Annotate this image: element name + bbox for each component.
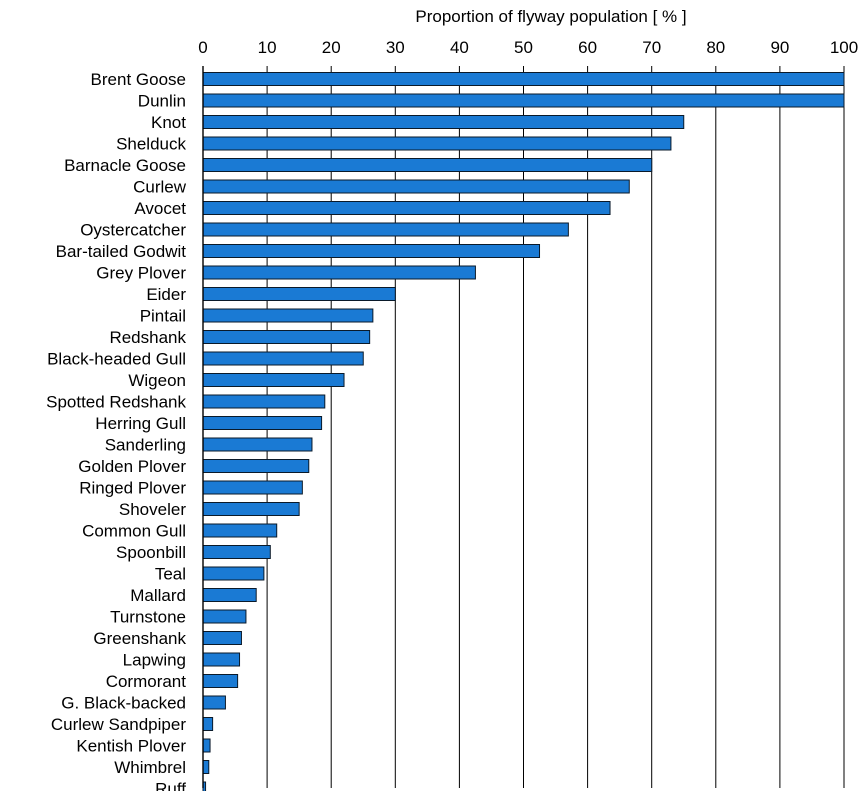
- category-label: Brent Goose: [91, 70, 186, 89]
- bar: [202, 72, 845, 86]
- bar: [202, 588, 257, 602]
- bar: [202, 330, 371, 344]
- category-label: Ruff: [155, 780, 186, 791]
- bar: [202, 695, 226, 710]
- bar: [202, 760, 210, 774]
- bar: [202, 502, 300, 516]
- x-tick-label: 60: [578, 38, 597, 57]
- bar: [202, 738, 211, 753]
- bar: [202, 545, 271, 559]
- category-label: Curlew Sandpiper: [51, 715, 186, 734]
- bar: [202, 115, 685, 129]
- x-tick-label: 20: [322, 38, 341, 57]
- x-tick-label: 0: [198, 38, 207, 57]
- category-label: Turnstone: [110, 608, 186, 627]
- bar: [202, 158, 653, 172]
- category-label: Shoveler: [119, 500, 186, 519]
- bar: [202, 566, 265, 581]
- x-tick-label: 30: [386, 38, 405, 57]
- bar: [202, 717, 214, 731]
- bar: [202, 480, 303, 495]
- bar: [202, 308, 374, 323]
- category-label: G. Black-backed: [61, 694, 186, 713]
- category-label: Wigeon: [128, 371, 186, 390]
- category-label: Redshank: [109, 328, 186, 347]
- category-label: Sanderling: [105, 436, 186, 455]
- category-label: Whimbrel: [114, 758, 186, 777]
- bar: [202, 265, 476, 280]
- category-label: Kentish Plover: [76, 737, 186, 756]
- x-tick-label: 100: [830, 38, 858, 57]
- category-label: Lapwing: [123, 651, 186, 670]
- category-label: Pintail: [140, 307, 186, 326]
- bars: [202, 72, 845, 791]
- bar: [202, 93, 845, 108]
- x-axis-ticks: 0 10 20 30 40 50 60 70 80 90 100: [198, 38, 858, 57]
- x-tick-label: 70: [642, 38, 661, 57]
- category-label: Mallard: [130, 586, 186, 605]
- category-label: Greenshank: [93, 629, 186, 648]
- category-label: Black-headed Gull: [47, 350, 186, 369]
- bar: [202, 416, 323, 430]
- x-tick-label: 50: [514, 38, 533, 57]
- bar: [202, 523, 278, 538]
- category-label: Eider: [146, 285, 186, 304]
- category-label: Cormorant: [106, 672, 187, 691]
- category-label: Avocet: [134, 199, 186, 218]
- bar: [202, 201, 611, 215]
- bar: [202, 781, 207, 791]
- bar: [202, 351, 364, 366]
- category-labels: Brent Goose Dunlin Knot Shelduck Barnacle Go…: [46, 70, 187, 791]
- x-axis-title: Proportion of flyway population [ % ]: [415, 7, 686, 26]
- x-tick-label: 90: [770, 38, 789, 57]
- x-tick-label: 80: [706, 38, 725, 57]
- category-label: Knot: [151, 113, 186, 132]
- bar: [202, 394, 326, 409]
- bar: [202, 136, 672, 151]
- category-label: Shelduck: [116, 135, 186, 154]
- bar: [202, 631, 242, 645]
- category-label: Spoonbill: [116, 543, 186, 562]
- category-label: Curlew: [133, 178, 187, 197]
- bar: [202, 459, 310, 473]
- x-tick-label: 40: [450, 38, 469, 57]
- category-label: Ringed Plover: [79, 479, 186, 498]
- category-label: Common Gull: [82, 522, 186, 541]
- bar: [202, 287, 396, 301]
- category-label: Dunlin: [138, 92, 186, 111]
- category-label: Teal: [155, 565, 186, 584]
- grid-lines: [266, 66, 845, 788]
- bar: [202, 222, 569, 237]
- bar: [202, 373, 345, 387]
- category-label: Spotted Redshank: [46, 393, 186, 412]
- category-label: Grey Plover: [96, 264, 186, 283]
- bar: [202, 609, 247, 624]
- x-tick-label: 10: [258, 38, 277, 57]
- bar: [202, 674, 239, 688]
- category-label: Oystercatcher: [80, 221, 186, 240]
- category-label: Herring Gull: [95, 414, 186, 433]
- category-label: Golden Plover: [78, 457, 186, 476]
- bar: [202, 179, 630, 194]
- category-label: Barnacle Goose: [64, 156, 186, 175]
- bar: [202, 652, 241, 667]
- category-label: Bar-tailed Godwit: [56, 242, 187, 261]
- bar: [202, 437, 313, 452]
- bar: [202, 244, 541, 258]
